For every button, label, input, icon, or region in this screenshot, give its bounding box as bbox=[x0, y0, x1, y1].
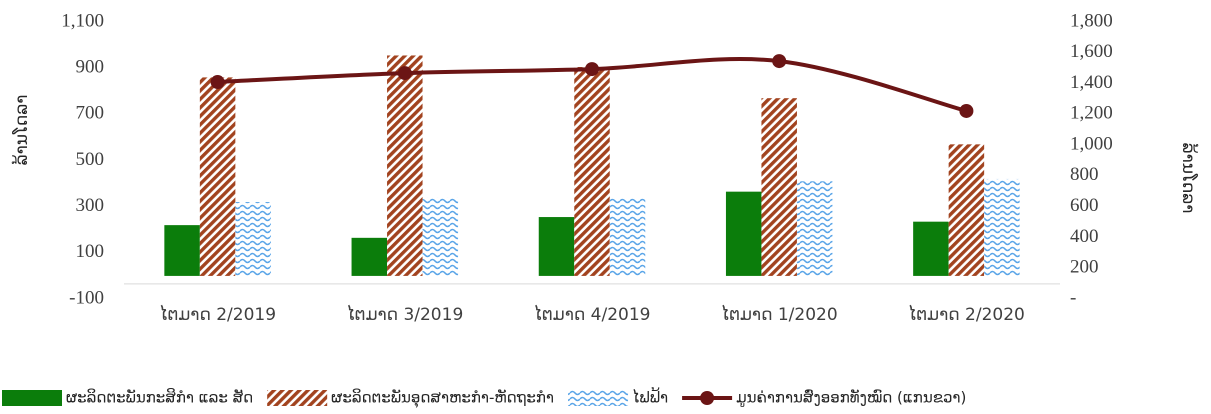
y2-tick-label: 800 bbox=[1070, 164, 1099, 185]
y2-tick-label: 1,800 bbox=[1070, 10, 1113, 31]
y-tick-label: 700 bbox=[76, 103, 105, 124]
y2-tick-label: 1,000 bbox=[1070, 133, 1113, 154]
marker bbox=[959, 103, 974, 118]
bar bbox=[796, 181, 833, 276]
marker bbox=[397, 66, 412, 81]
x-tick-label: ໄຕມາດ 4/2019 bbox=[534, 304, 651, 325]
x-tick-label: ໄຕມາດ 3/2019 bbox=[346, 304, 463, 325]
legend-label: ຜະລິດຕະພັນກະສິກຳ ແລະ ສັດ bbox=[66, 387, 253, 406]
bar bbox=[725, 191, 762, 276]
marker bbox=[210, 75, 225, 90]
x-tick-label: ໄຕມາດ 2/2019 bbox=[159, 304, 276, 325]
bar bbox=[574, 67, 610, 276]
y-tick-label: 1,100 bbox=[61, 10, 104, 31]
y2-tick-label: 200 bbox=[1070, 257, 1099, 278]
bar bbox=[164, 225, 200, 276]
bar bbox=[199, 77, 236, 276]
legend-swatch bbox=[267, 390, 328, 406]
legend-swatch bbox=[700, 391, 715, 405]
bar bbox=[609, 198, 646, 276]
y2-axis-label: ລ້ານໂດລາ bbox=[1178, 143, 1199, 214]
y-axis-label: ລ້ານໂດລາ bbox=[11, 95, 32, 166]
marker bbox=[585, 62, 599, 77]
bar bbox=[235, 202, 271, 276]
y-tick-label: -100 bbox=[69, 287, 104, 308]
bar bbox=[538, 217, 575, 276]
bar bbox=[387, 55, 423, 276]
y-tick-label: 100 bbox=[76, 241, 105, 262]
bar bbox=[761, 98, 797, 276]
legend-swatch bbox=[568, 390, 629, 406]
y-tick-label: 900 bbox=[76, 57, 105, 78]
legend-label: ຜະລິດຕະພັນອຸດສາຫະກຳ-ຫັດຖະກຳ bbox=[331, 387, 554, 408]
bar bbox=[948, 144, 985, 276]
bar bbox=[422, 197, 459, 276]
x-tick-label: ໄຕມາດ 2/2020 bbox=[908, 304, 1025, 325]
y2-tick-label: 600 bbox=[1070, 195, 1099, 216]
bar bbox=[984, 178, 1020, 276]
legend-label: ໄຟຟ້າ bbox=[632, 386, 668, 407]
y-tick-label: 300 bbox=[76, 195, 105, 216]
legend-swatch bbox=[2, 390, 62, 406]
legend-label: ມູນຄ່າການສົ່ງອອກທັງໝົດ (ແກນຂວາ) bbox=[736, 387, 966, 407]
y2-tick-label: - bbox=[1070, 287, 1076, 308]
y-tick-label: 500 bbox=[76, 149, 105, 170]
y2-tick-label: 1,600 bbox=[1070, 41, 1113, 62]
y2-tick-label: 400 bbox=[1070, 226, 1099, 247]
marker bbox=[772, 54, 787, 69]
x-tick-label: ໄຕມາດ 1/2020 bbox=[721, 304, 838, 325]
y2-tick-label: 1,200 bbox=[1070, 103, 1113, 124]
bar bbox=[913, 221, 949, 276]
bar bbox=[351, 237, 388, 276]
y2-tick-label: 1,400 bbox=[1070, 72, 1113, 93]
